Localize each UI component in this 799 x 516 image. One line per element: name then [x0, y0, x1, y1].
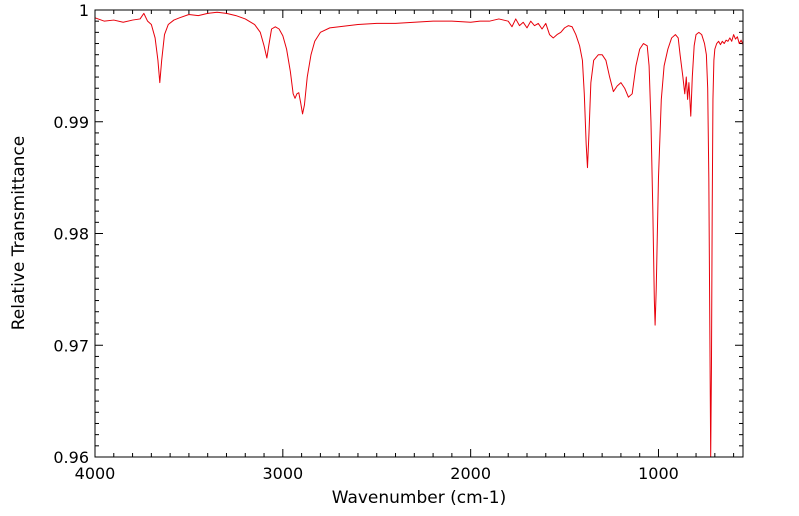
x-tick-label: 3000 — [262, 464, 303, 483]
y-tick-label: 0.98 — [53, 225, 89, 244]
y-tick-label: 1 — [79, 1, 89, 20]
x-tick-label: 1000 — [638, 464, 679, 483]
plot-frame — [94, 9, 744, 458]
y-axis-title: Relative Transmittance — [9, 136, 29, 331]
y-tick-label: 0.99 — [53, 113, 89, 132]
minor-ticks — [95, 10, 743, 457]
x-axis-title: Wavenumber (cm-1) — [332, 488, 507, 508]
y-tick-labels: 0.96 0.97 0.98 0.99 1 — [53, 1, 89, 467]
series-line-0 — [94, 11, 744, 458]
y-tick-label: 0.96 — [53, 448, 89, 467]
plot-area — [95, 10, 743, 457]
y-tick-label: 0.97 — [53, 336, 89, 355]
x-tick-label: 2000 — [450, 464, 491, 483]
x-tick-labels: 4000 3000 2000 1000 — [75, 464, 679, 483]
x-tick-label: 4000 — [75, 464, 116, 483]
